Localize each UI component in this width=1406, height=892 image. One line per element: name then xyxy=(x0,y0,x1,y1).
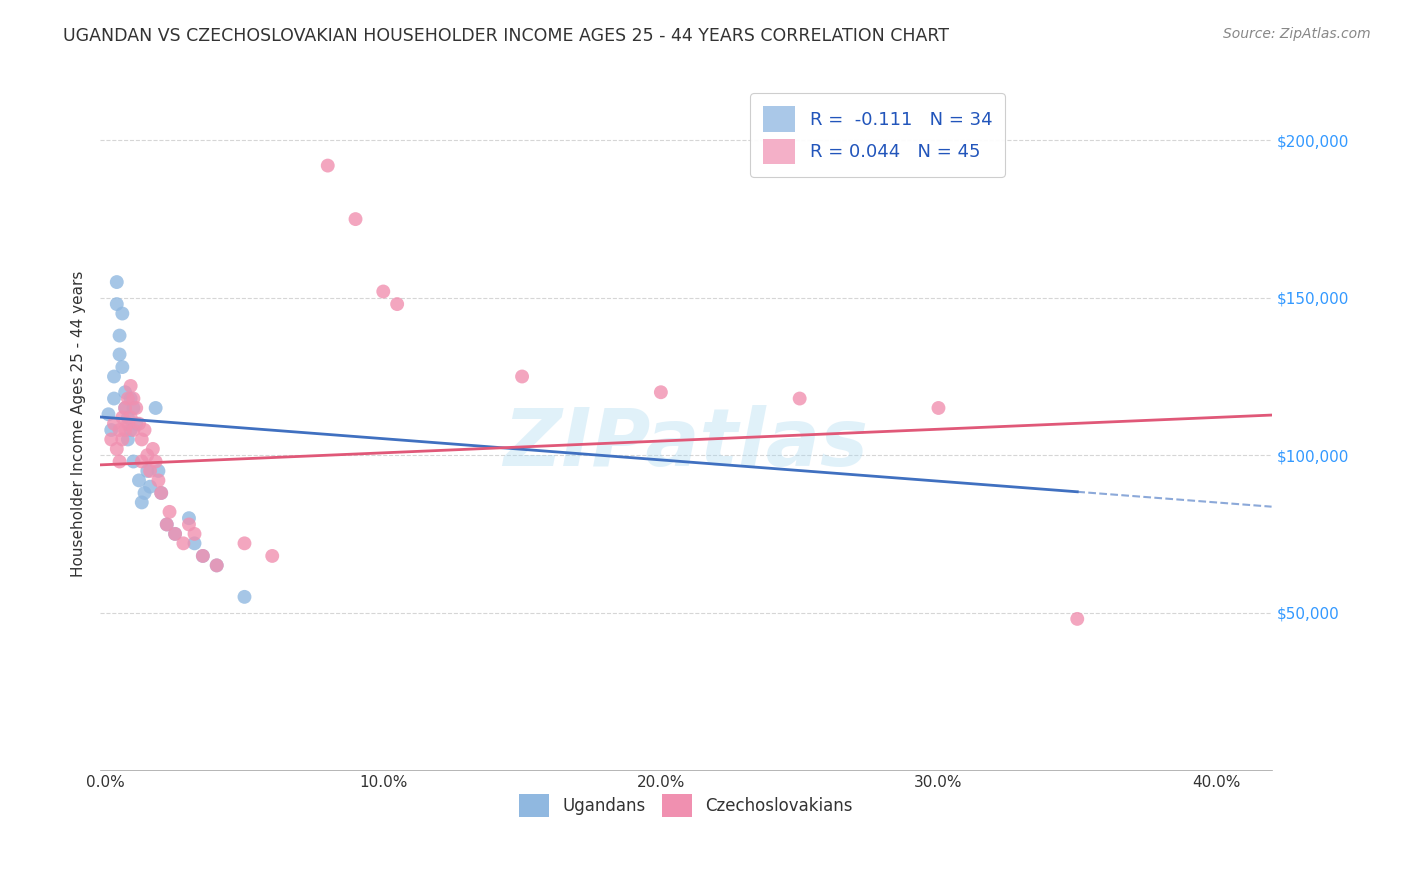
Point xyxy=(139,480,162,494)
Point xyxy=(136,464,159,478)
Text: UGANDAN VS CZECHOSLOVAKIAN HOUSEHOLDER INCOME AGES 25 - 44 YEARS CORRELATION CHA: UGANDAN VS CZECHOSLOVAKIAN HOUSEHOLDER I… xyxy=(63,27,949,45)
Point xyxy=(134,423,156,437)
Point xyxy=(108,454,131,468)
Point xyxy=(156,517,179,532)
Point xyxy=(789,392,811,406)
Point xyxy=(128,474,150,488)
Point xyxy=(114,401,136,415)
Point xyxy=(136,448,159,462)
Point xyxy=(233,590,256,604)
Point xyxy=(650,385,672,400)
Point xyxy=(156,517,179,532)
Point xyxy=(117,410,139,425)
Point xyxy=(122,401,145,415)
Point xyxy=(97,407,120,421)
Point xyxy=(108,347,131,361)
Point xyxy=(125,401,148,415)
Point xyxy=(111,410,134,425)
Point xyxy=(122,423,145,437)
Point xyxy=(131,495,153,509)
Point xyxy=(122,392,145,406)
Point xyxy=(159,505,181,519)
Point xyxy=(105,442,128,456)
Point xyxy=(145,454,167,468)
Point xyxy=(344,212,367,227)
Y-axis label: Householder Income Ages 25 - 44 years: Householder Income Ages 25 - 44 years xyxy=(72,270,86,577)
Point xyxy=(510,369,533,384)
Point xyxy=(120,423,142,437)
Point xyxy=(927,401,949,415)
Point xyxy=(1066,612,1088,626)
Point xyxy=(114,385,136,400)
Point xyxy=(103,369,125,384)
Point xyxy=(165,527,187,541)
Point xyxy=(111,307,134,321)
Point xyxy=(120,392,142,406)
Point xyxy=(122,454,145,468)
Point xyxy=(131,454,153,468)
Point xyxy=(148,464,170,478)
Point xyxy=(117,417,139,431)
Point xyxy=(385,297,408,311)
Point xyxy=(150,486,173,500)
Point xyxy=(262,549,284,563)
Point xyxy=(139,464,162,478)
Point xyxy=(148,474,170,488)
Point xyxy=(105,275,128,289)
Text: Source: ZipAtlas.com: Source: ZipAtlas.com xyxy=(1223,27,1371,41)
Point xyxy=(117,392,139,406)
Point xyxy=(117,433,139,447)
Point xyxy=(108,423,131,437)
Point xyxy=(100,423,122,437)
Point xyxy=(205,558,228,573)
Point xyxy=(142,442,165,456)
Point xyxy=(120,410,142,425)
Point xyxy=(183,536,205,550)
Point xyxy=(111,359,134,374)
Point xyxy=(131,433,153,447)
Point xyxy=(103,417,125,431)
Point xyxy=(114,423,136,437)
Point xyxy=(125,417,148,431)
Point xyxy=(150,486,173,500)
Point xyxy=(128,417,150,431)
Point xyxy=(183,527,205,541)
Point xyxy=(177,517,200,532)
Point xyxy=(108,328,131,343)
Point xyxy=(177,511,200,525)
Point xyxy=(316,159,339,173)
Point xyxy=(191,549,214,563)
Point xyxy=(111,433,134,447)
Point xyxy=(233,536,256,550)
Text: ZIPatlas: ZIPatlas xyxy=(503,406,869,483)
Point xyxy=(114,401,136,415)
Point xyxy=(134,486,156,500)
Point xyxy=(100,433,122,447)
Point xyxy=(191,549,214,563)
Point xyxy=(105,297,128,311)
Point xyxy=(373,285,395,299)
Legend: Ugandans, Czechoslovakians: Ugandans, Czechoslovakians xyxy=(512,787,859,824)
Point xyxy=(165,527,187,541)
Point xyxy=(145,401,167,415)
Point xyxy=(172,536,194,550)
Point xyxy=(103,392,125,406)
Point xyxy=(120,379,142,393)
Point xyxy=(205,558,228,573)
